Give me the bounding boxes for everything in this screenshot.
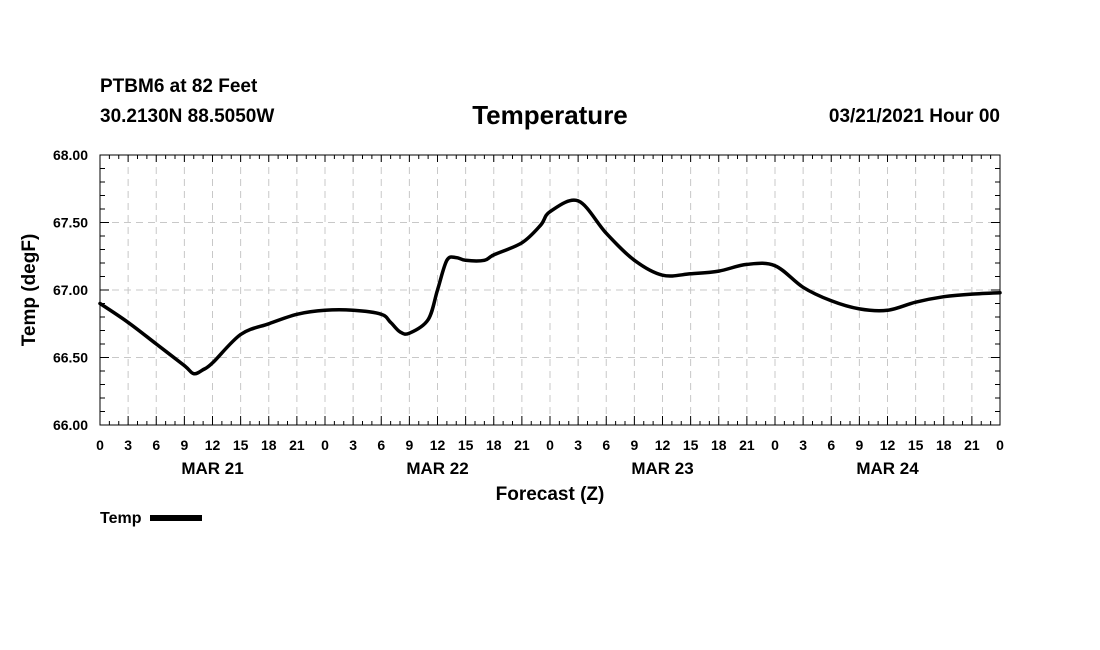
- x-tick-label: 0: [771, 437, 779, 453]
- x-tick-label: 9: [855, 437, 863, 453]
- y-tick-label: 67.50: [53, 215, 88, 231]
- data-point: [886, 308, 889, 312]
- data-point: [661, 273, 664, 277]
- x-tick-label: 3: [574, 437, 582, 453]
- x-tick-label: 18: [936, 437, 952, 453]
- data-point: [192, 372, 196, 376]
- data-point: [426, 318, 430, 322]
- data-point: [801, 285, 805, 289]
- data-point: [379, 312, 383, 316]
- x-tick-label: 15: [233, 437, 249, 453]
- x-tick-label: 9: [405, 437, 413, 453]
- x-tick-label: 15: [908, 437, 924, 453]
- x-tick-label: 15: [683, 437, 699, 453]
- data-point: [604, 231, 608, 235]
- x-tick-label: 6: [152, 437, 160, 453]
- data-point: [445, 258, 449, 262]
- data-point: [914, 300, 918, 304]
- data-point: [454, 256, 458, 260]
- data-point: [717, 269, 721, 273]
- data-point: [154, 342, 158, 346]
- x-tick-label: 3: [799, 437, 807, 453]
- day-label: MAR 22: [406, 459, 468, 478]
- x-tick-label: 21: [289, 437, 305, 453]
- data-point: [389, 320, 393, 324]
- data-point: [576, 199, 580, 203]
- data-point: [211, 361, 214, 365]
- y-tick-label: 66.00: [53, 417, 88, 433]
- data-point: [539, 223, 543, 227]
- axes: [99, 154, 1001, 426]
- x-tick-label: 18: [486, 437, 502, 453]
- x-tick-label: 6: [602, 437, 610, 453]
- x-tick-label: 15: [458, 437, 474, 453]
- data-point: [436, 288, 439, 292]
- data-point: [323, 308, 327, 312]
- y-tick-label: 66.50: [53, 350, 88, 366]
- x-axis-title: Forecast (Z): [496, 484, 605, 505]
- data-point: [745, 262, 749, 266]
- data-point: [182, 364, 186, 368]
- data-point: [239, 333, 243, 337]
- x-tick-label: 21: [964, 437, 980, 453]
- data-point: [520, 241, 524, 245]
- data-point: [689, 272, 693, 276]
- y-tick-label: 67.00: [53, 282, 88, 298]
- chart-title: Temperature: [472, 100, 628, 130]
- x-tick-label: 0: [996, 437, 1004, 453]
- data-point: [295, 312, 299, 316]
- axis-labels: 0 3 6 9 12 15 18 21 0 3 6 9 12 15 18 21 0 3 6 9 12 15 18 21 0 3 6 9…: [19, 147, 1004, 505]
- data-point: [482, 258, 486, 262]
- x-tick-label: 18: [711, 437, 727, 453]
- data-point: [857, 307, 861, 311]
- x-tick-label: 9: [630, 437, 638, 453]
- legend: Temp: [100, 510, 203, 528]
- y-axis-title: Temp (degF): [19, 234, 40, 347]
- data-point: [126, 320, 130, 324]
- data-point: [998, 291, 1002, 295]
- data-point: [201, 368, 205, 372]
- x-tick-label: 12: [430, 437, 446, 453]
- x-tick-label: 9: [180, 437, 188, 453]
- data-point: [464, 258, 468, 262]
- x-tick-label: 6: [827, 437, 835, 453]
- data-point: [773, 264, 777, 268]
- data-point: [632, 258, 636, 262]
- x-tick-label: 6: [377, 437, 385, 453]
- x-tick-label: 21: [739, 437, 755, 453]
- data-point: [942, 295, 946, 299]
- series-layer: [98, 198, 1002, 376]
- station-label: PTBM6 at 82 Feet: [100, 76, 258, 97]
- x-tick-label: 0: [546, 437, 554, 453]
- legend-swatch: [150, 514, 203, 521]
- x-tick-label: 21: [514, 437, 530, 453]
- x-tick-label: 12: [880, 437, 896, 453]
- x-tick-label: 12: [655, 437, 671, 453]
- x-tick-label: 0: [96, 437, 104, 453]
- data-point: [829, 299, 833, 303]
- x-tick-label: 12: [205, 437, 221, 453]
- data-point: [398, 330, 402, 334]
- data-point: [267, 322, 271, 326]
- x-tick-label: 3: [124, 437, 132, 453]
- x-tick-label: 3: [349, 437, 357, 453]
- data-point: [548, 210, 552, 214]
- grid-lines: [100, 155, 1000, 425]
- forecast-datetime: 03/21/2021 Hour 00: [828, 106, 1000, 127]
- x-tick-label: 0: [321, 437, 329, 453]
- legend-label: Temp: [100, 510, 142, 527]
- day-label: MAR 23: [631, 459, 693, 478]
- data-point: [98, 302, 102, 305]
- coordinates-label: 30.2130N 88.5050W: [100, 106, 275, 127]
- day-label: MAR 24: [856, 459, 919, 478]
- x-tick-label: 18: [261, 437, 277, 453]
- data-point: [492, 253, 496, 257]
- data-point: [351, 308, 355, 312]
- series-line-temp: [98, 198, 1002, 376]
- data-point: [970, 292, 974, 296]
- day-label: MAR 21: [181, 459, 243, 478]
- y-tick-label: 68.00: [53, 147, 88, 163]
- data-point: [407, 331, 411, 335]
